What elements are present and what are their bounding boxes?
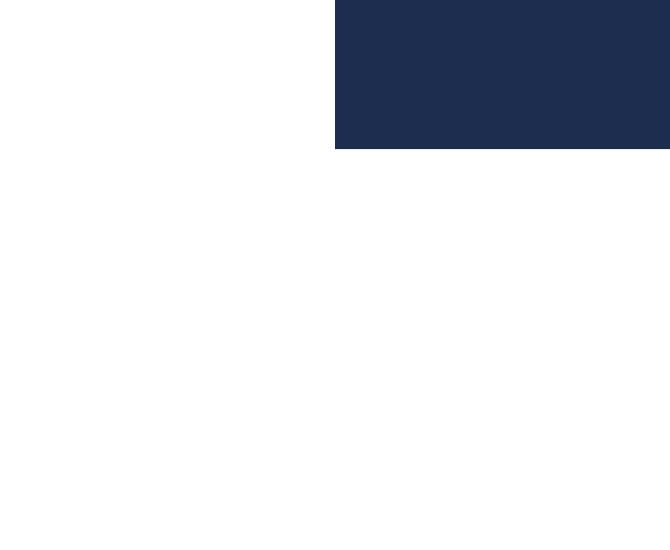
Text: 8.00: 8.00 [517, 239, 534, 248]
Text: 0.028: 0.028 [457, 379, 499, 393]
Bar [335, 410, 670, 458]
Text: Menu Tray: Menu Tray [30, 12, 107, 25]
Text: Resid. 0.5: Resid. 0.5 [553, 427, 627, 441]
Bar [335, 462, 670, 522]
Bar [335, 314, 670, 362]
Text: AlloyPlus: AlloyPlus [367, 45, 446, 59]
Text: CF-8: CF-8 [393, 85, 421, 95]
Text: GRADE MATCH: GRADE MATCH [129, 104, 197, 114]
FancyBboxPatch shape [25, 50, 94, 103]
FancyBboxPatch shape [25, 167, 94, 220]
Text: 0.012: 0.012 [457, 283, 499, 296]
Bar [335, 146, 387, 170]
Bar [335, 170, 670, 218]
Text: Mo: Mo [350, 283, 373, 296]
Bar [649, 320, 663, 334]
Text: 0.124: 0.124 [394, 379, 436, 393]
Text: 0.18: 0.18 [462, 188, 494, 201]
Text: Cr: Cr [353, 188, 369, 201]
Text: 10.50: 10.50 [641, 239, 663, 248]
Text: Menu Tray: Menu Tray [365, 12, 442, 25]
Polygon shape [385, 483, 399, 500]
Bar [649, 176, 663, 190]
Text: ▣: ▣ [291, 13, 302, 23]
Text: V: V [356, 379, 366, 393]
FancyBboxPatch shape [60, 187, 67, 194]
Text: Ready: Ready [360, 531, 395, 541]
Text: ▭: ▭ [647, 13, 657, 23]
Text: ELEMENT
SUITE: ELEMENT SUITE [141, 457, 185, 477]
Bar [323, 36, 335, 522]
Text: Resid. 0.5: Resid. 0.5 [553, 379, 627, 393]
FancyBboxPatch shape [232, 284, 300, 338]
Bar [335, 146, 670, 170]
Text: 0.70: 0.70 [646, 287, 663, 296]
Text: ⌂: ⌂ [12, 9, 23, 27]
Text: MULTIPLE
TESTS: MULTIPLE TESTS [141, 222, 186, 241]
Bar [649, 272, 663, 286]
Text: 0.00: 0.00 [517, 287, 534, 296]
Text: OLYMPUS: OLYMPUS [255, 530, 322, 542]
Text: METHOD
DISPLAY: METHOD DISPLAY [246, 340, 287, 359]
Bar [649, 224, 663, 238]
FancyBboxPatch shape [129, 402, 197, 455]
Circle shape [345, 44, 361, 60]
Text: -: - [0, 0, 653, 550]
Text: 1.61: 1.61 [399, 332, 431, 344]
FancyBboxPatch shape [129, 284, 197, 338]
Text: Ready: Ready [25, 531, 60, 541]
Polygon shape [614, 497, 619, 500]
Text: SS 304: SS 304 [349, 85, 388, 95]
Bar [335, 362, 670, 410]
Text: NOTES: NOTES [147, 340, 179, 349]
Text: 0.00: 0.00 [517, 335, 534, 344]
Bar [517, 272, 649, 286]
Text: 0.347: 0.347 [394, 283, 436, 296]
Bar [517, 224, 531, 238]
Text: 0.012: 0.012 [394, 427, 436, 441]
Circle shape [8, 530, 20, 542]
Bar [335, 522, 670, 550]
Bar [531, 176, 649, 190]
FancyBboxPatch shape [232, 402, 300, 455]
FancyBboxPatch shape [129, 167, 197, 220]
Text: 18.00: 18.00 [517, 191, 539, 200]
FancyBboxPatch shape [232, 167, 300, 220]
Text: 2.00: 2.00 [646, 335, 663, 344]
Text: 0.003: 0.003 [457, 427, 499, 441]
Text: El: El [355, 151, 367, 164]
Bar [335, 266, 670, 314]
Bar [531, 224, 649, 238]
Text: +/- 2σ: +/- 2σ [458, 151, 498, 164]
Text: ◇: ◇ [251, 13, 259, 23]
Text: 0.12: 0.12 [462, 332, 494, 344]
FancyBboxPatch shape [60, 194, 67, 200]
FancyBboxPatch shape [25, 284, 94, 338]
Text: Exact: Exact [474, 131, 507, 145]
FancyBboxPatch shape [52, 194, 59, 200]
FancyBboxPatch shape [25, 402, 94, 455]
Bar [0, 522, 335, 550]
Text: Ni: Ni [353, 235, 369, 249]
Text: TEST TIMES: TEST TIMES [32, 340, 87, 349]
Text: %: % [409, 151, 421, 164]
Text: BROWSE
RESULTS: BROWSE RESULTS [40, 104, 80, 124]
Text: ▭: ▭ [312, 13, 322, 23]
Bar [335, 36, 670, 68]
Text: PSEUDO
ELEMENTS: PSEUDO ELEMENTS [35, 222, 84, 241]
Text: ◇: ◇ [586, 13, 594, 23]
Text: USER FACTORS: USER FACTORS [231, 104, 302, 114]
Bar [517, 176, 531, 190]
Bar [0, 0, 335, 36]
Text: −: − [644, 42, 660, 62]
Bar [335, 218, 670, 266]
Text: ELEMENT
ORDER: ELEMENT ORDER [38, 457, 81, 477]
FancyBboxPatch shape [347, 467, 431, 517]
Text: EXPORT
SETTINGS: EXPORT SETTINGS [243, 222, 289, 241]
Text: 18.07: 18.07 [394, 188, 436, 201]
